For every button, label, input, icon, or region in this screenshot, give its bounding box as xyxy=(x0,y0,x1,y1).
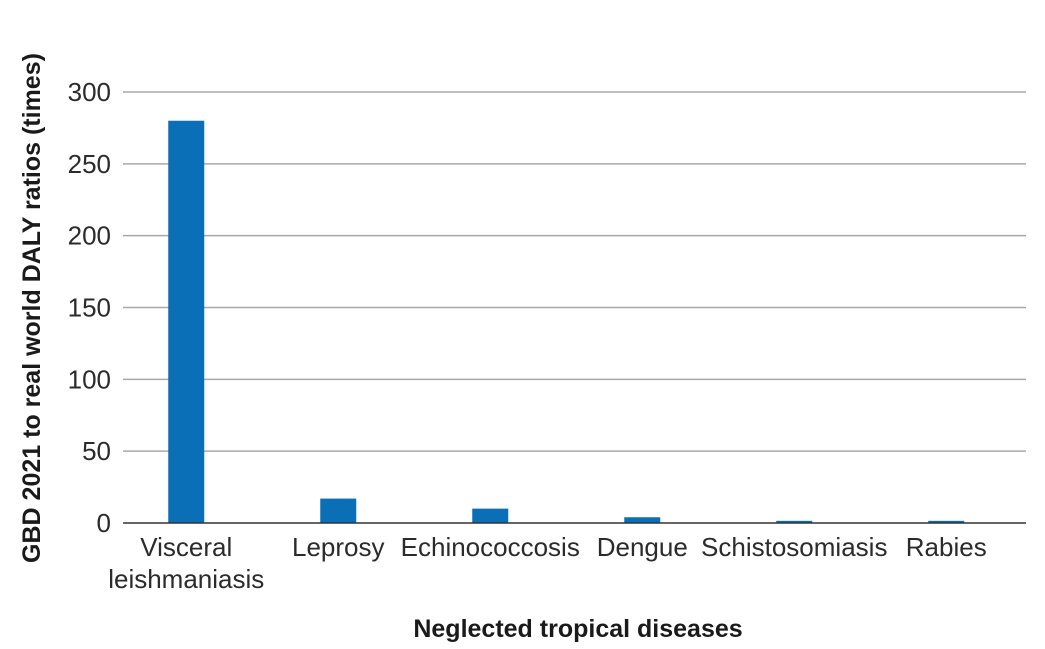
bar xyxy=(168,120,205,523)
bar xyxy=(472,508,509,523)
grid-lines xyxy=(123,91,1026,452)
x-category-label: Dengue xyxy=(597,532,688,562)
y-tick-label: 100 xyxy=(68,364,111,394)
x-category-label: Echinococcosis xyxy=(401,532,580,562)
y-tick-label: 50 xyxy=(82,436,111,466)
x-category-label: Schistosomiasis xyxy=(701,532,887,562)
y-tick-label: 250 xyxy=(68,149,111,179)
bar xyxy=(928,520,965,523)
x-axis-title: Neglected tropical diseases xyxy=(413,615,742,643)
y-tick-label: 150 xyxy=(68,293,111,323)
bar xyxy=(320,498,357,523)
y-tick-label: 0 xyxy=(97,508,111,538)
y-tick-labels: 0 50 100 150 200 250 300 xyxy=(68,77,111,538)
bar xyxy=(776,520,813,523)
x-category-label: Leprosy xyxy=(292,532,385,562)
x-category-label: Rabies xyxy=(906,532,987,562)
x-category-label: Visceral leishmaniasis xyxy=(108,532,264,594)
y-axis-title: GBD 2021 to real world DALY ratios (time… xyxy=(18,53,46,563)
bar xyxy=(624,517,661,523)
y-tick-label: 300 xyxy=(68,77,111,107)
x-category-labels: Visceral leishmaniasis Leprosy Echinococcos… xyxy=(108,532,987,594)
bars xyxy=(168,120,965,523)
y-tick-label: 200 xyxy=(68,221,111,251)
